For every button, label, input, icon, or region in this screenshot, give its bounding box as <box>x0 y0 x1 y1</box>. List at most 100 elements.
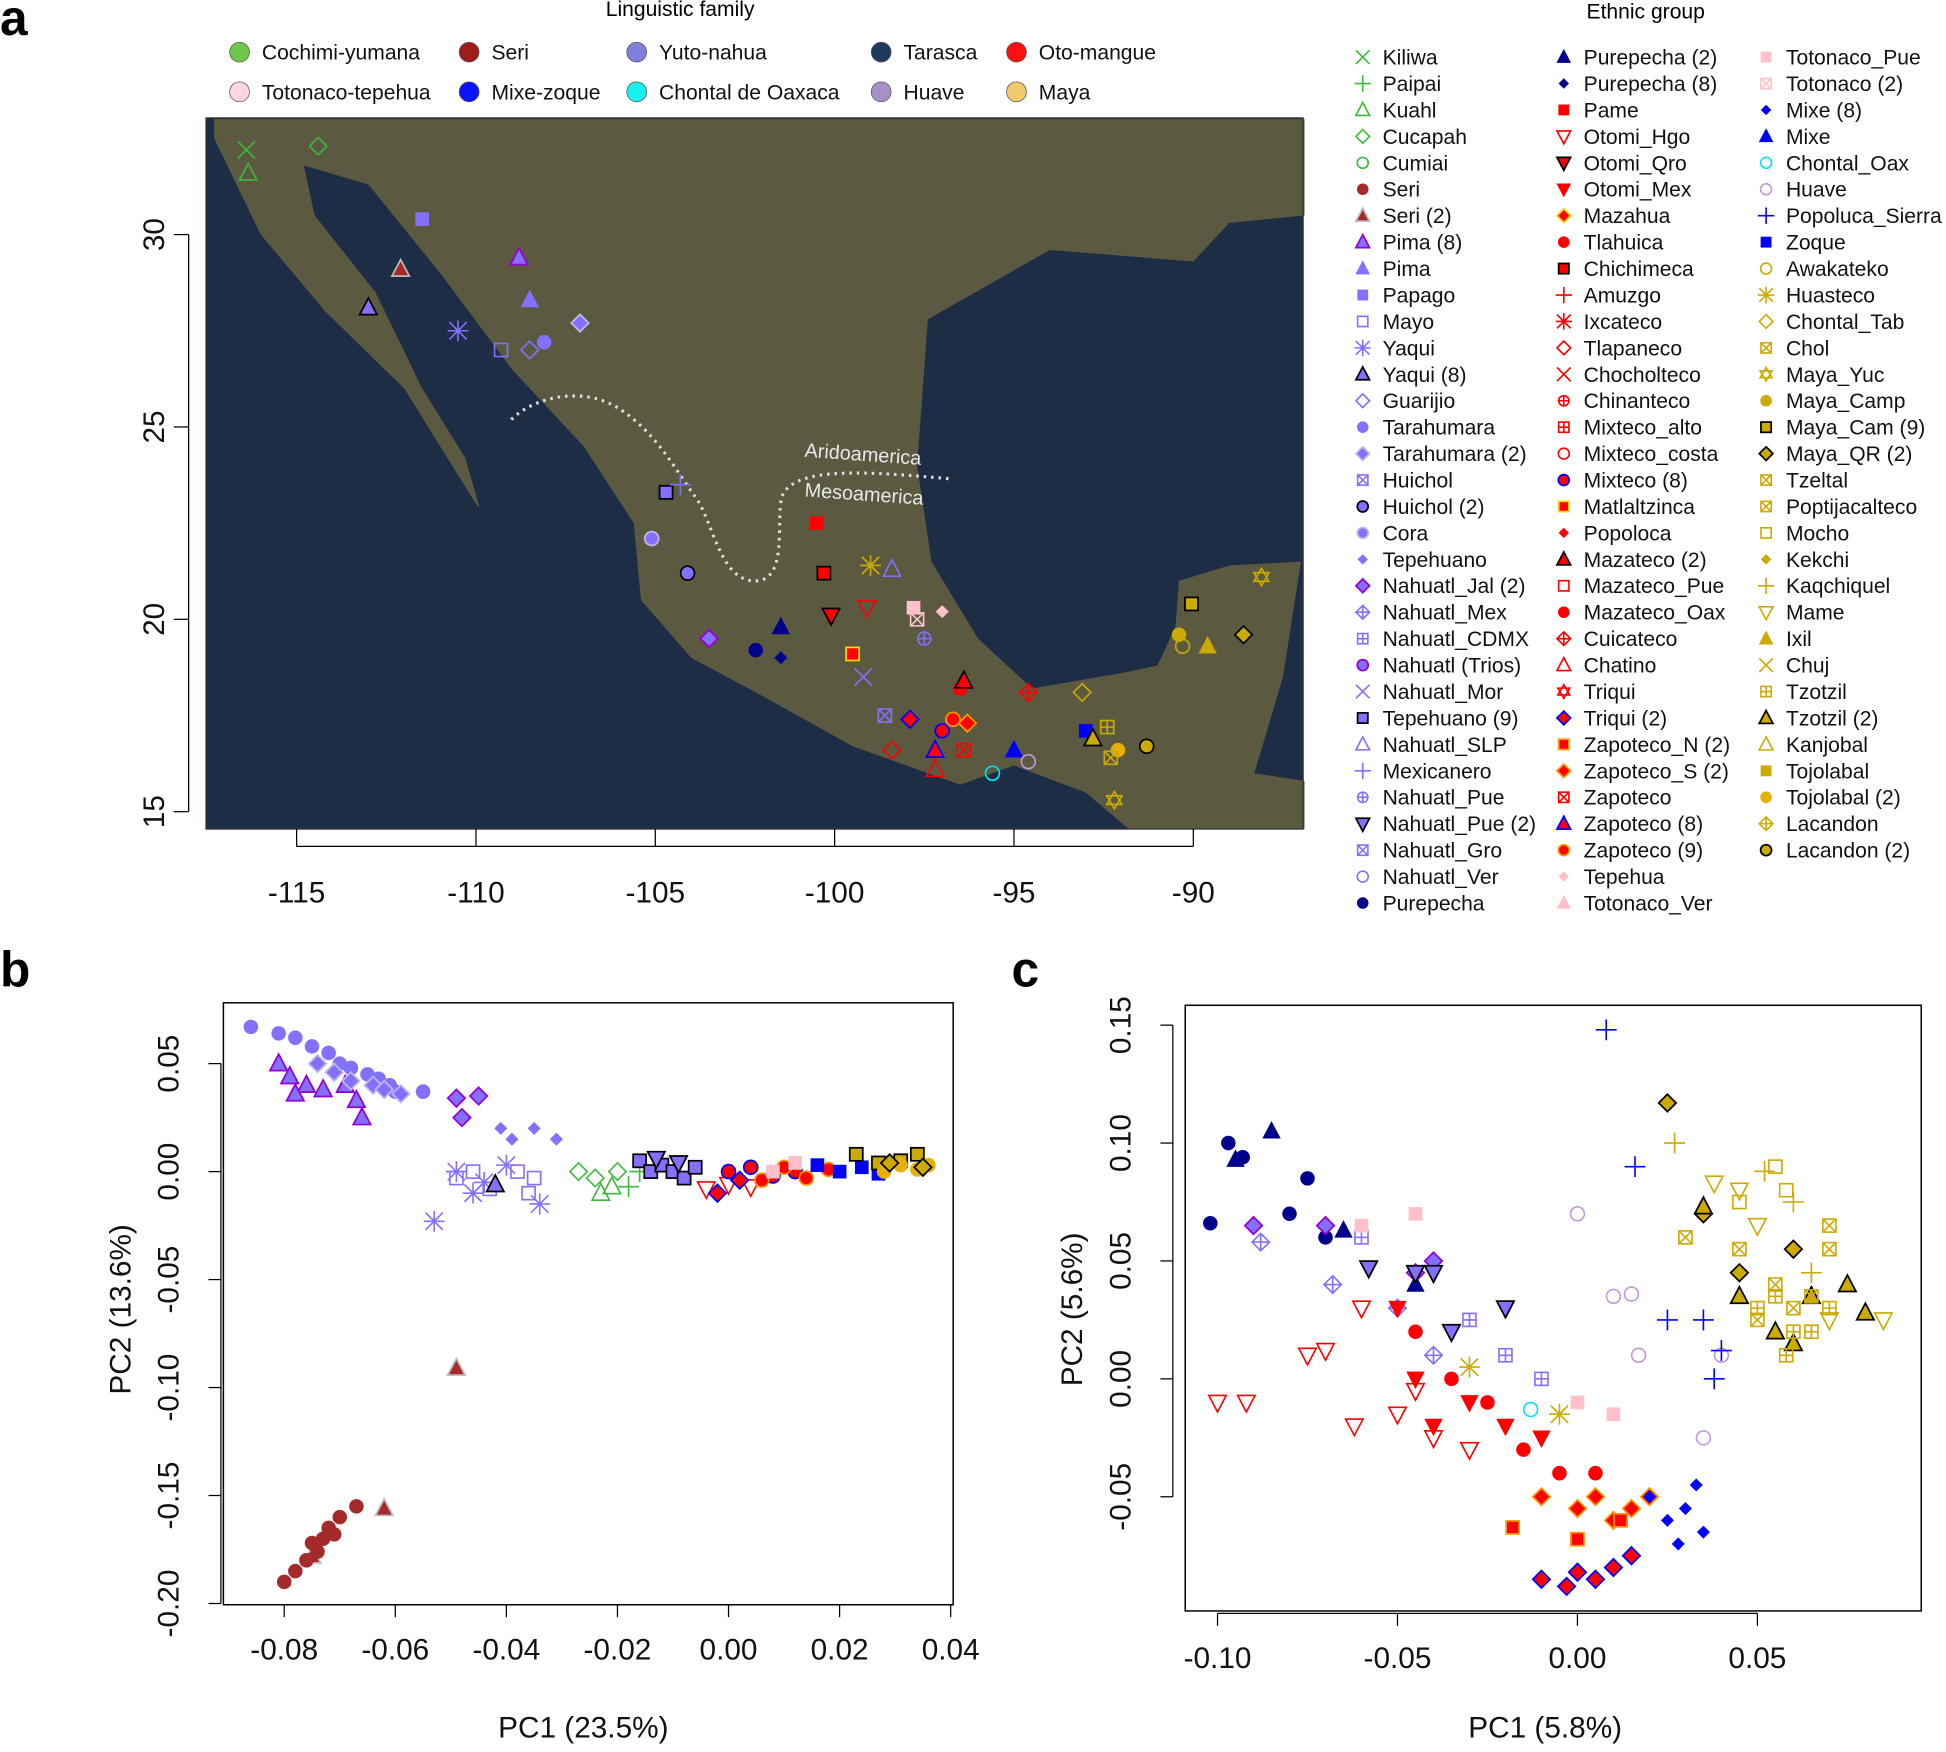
scatter-point <box>465 1164 481 1179</box>
ethnic-legend-marker-icon <box>1555 709 1572 727</box>
scatter-point <box>1642 1490 1656 1504</box>
ethnic-legend-marker-icon <box>1354 817 1371 834</box>
ethnic-legend-marker-icon <box>1354 364 1371 381</box>
scatter-point <box>1778 1347 1794 1363</box>
ethnic-legend-label: Ixil <box>1786 628 1812 651</box>
ethnic-legend-marker-icon <box>1760 236 1772 248</box>
scatter-point <box>549 1132 563 1146</box>
scatter-point <box>529 1193 551 1215</box>
ethnic-legend-label: Otomi_Mex <box>1584 179 1692 202</box>
ethnic-legend-marker-icon <box>1558 606 1570 619</box>
ethnic-legend-marker-icon <box>1354 75 1371 92</box>
ethnic-legend-label: Otomi_Hgo <box>1584 126 1691 149</box>
ethnic-legend-label: Cora <box>1383 522 1429 545</box>
x-tick-label: 0.02 <box>811 1633 869 1666</box>
ethnic-legend-label: Seri (2) <box>1383 205 1452 228</box>
map-marker <box>447 320 469 342</box>
map-marker <box>658 484 674 500</box>
scatter-point <box>1226 1149 1245 1167</box>
ethnic-legend-marker-icon <box>1758 445 1775 462</box>
map-marker <box>308 136 328 156</box>
map-marker <box>900 709 920 730</box>
ethnic-legend-label: Tzotzil (2) <box>1786 707 1879 730</box>
scatter-point <box>1765 1320 1786 1340</box>
map-marker <box>934 723 951 739</box>
map-marker <box>925 758 946 778</box>
ethnic-legend-marker-icon <box>1354 735 1371 751</box>
scatter-point <box>1207 1394 1228 1414</box>
map-marker <box>748 642 763 658</box>
ethnic-legend-label: Chatino <box>1584 655 1657 678</box>
ethnic-legend-marker-icon <box>1356 526 1370 540</box>
scatter-point <box>1623 1286 1640 1302</box>
scatter-point <box>324 1062 345 1083</box>
family-swatch <box>870 81 892 103</box>
map-marker <box>1105 789 1124 811</box>
ethnic-legend-marker-icon <box>1760 421 1773 434</box>
ethnic-legend-marker-icon <box>1757 577 1775 594</box>
scatter-point <box>1354 1230 1369 1245</box>
scatter-point <box>1354 1218 1369 1233</box>
scatter-point <box>1495 1300 1516 1320</box>
scatter-point <box>832 1164 847 1179</box>
map-marker <box>956 742 972 758</box>
map-marker <box>856 600 877 620</box>
scatter-point <box>462 1182 484 1204</box>
scatter-point <box>601 1175 622 1195</box>
x-tick-label: 0.00 <box>1548 1642 1606 1675</box>
scatter-point <box>288 1563 303 1579</box>
ethnic-legend-label: Awakateko <box>1786 258 1889 281</box>
x-tick-label: -0.04 <box>472 1633 540 1666</box>
scatter-point <box>1534 1371 1549 1387</box>
ethnic-legend-marker-icon <box>1760 394 1772 407</box>
ethnic-legend-marker-icon <box>1759 843 1773 857</box>
ethnic-legend-label: Totonaco_Pue <box>1786 47 1921 70</box>
scatter-point <box>1531 1486 1552 1507</box>
scatter-point <box>1460 1395 1479 1413</box>
scatter-point <box>1660 1513 1674 1527</box>
scatter-point <box>288 1030 303 1045</box>
scatter-point <box>1729 1182 1750 1202</box>
family-swatch <box>626 41 647 63</box>
scatter-point <box>321 1045 336 1061</box>
ethnic-legend-marker-icon <box>1557 843 1571 857</box>
ethnic-legend-label: Totonaco (2) <box>1786 73 1903 96</box>
ethnic-legend-marker-icon <box>1557 579 1570 592</box>
scatter-point <box>1695 1430 1712 1446</box>
scatter-point <box>618 1176 639 1198</box>
ethnic-legend-label: Maya_Camp <box>1786 390 1906 413</box>
map-marker <box>957 713 978 734</box>
plot-frame <box>222 1002 954 1606</box>
ethnic-legend-label: Nahuatl_Ver <box>1383 866 1499 889</box>
scatter-point <box>1462 1312 1477 1328</box>
scatter-point <box>494 1121 508 1135</box>
ethnic-legend-label: Tepehuano (9) <box>1383 707 1519 730</box>
scatter-point <box>299 1553 314 1568</box>
scatter-point <box>1778 1182 1794 1198</box>
scatter-point <box>568 1161 589 1182</box>
scatter-point <box>307 1053 328 1074</box>
ethnic-legend-marker-icon <box>1555 156 1573 173</box>
scatter-point <box>632 1153 648 1169</box>
scatter-point <box>390 1083 411 1104</box>
ethnic-legend-marker-icon <box>1558 236 1570 248</box>
scatter-point <box>1424 1418 1443 1437</box>
ethnic-legend-label: Chol <box>1786 337 1829 360</box>
ethnic-legend-marker-icon <box>1356 658 1370 672</box>
ethnic-legend-label: Yaqui (8) <box>1383 364 1467 387</box>
y-tick-label: 0.15 <box>1105 996 1138 1054</box>
scatter-point <box>1203 1215 1218 1231</box>
map-marker <box>1252 566 1271 588</box>
ethnic-legend-label: Mixe <box>1786 126 1831 149</box>
ethnic-legend-marker-icon <box>1356 844 1369 857</box>
scatter-point <box>1729 1284 1750 1305</box>
map-marker <box>877 708 893 723</box>
ethnic-legend-marker-icon <box>1356 632 1369 645</box>
ethnic-legend-marker-icon <box>1354 392 1371 409</box>
x-tick-label: -0.02 <box>584 1633 652 1666</box>
scatter-point <box>1300 1171 1315 1186</box>
x-tick-label: -0.05 <box>1364 1642 1432 1675</box>
x-tick-label: 0.04 <box>922 1633 980 1666</box>
scatter-point <box>1588 1465 1603 1481</box>
scatter-point <box>374 1497 395 1517</box>
